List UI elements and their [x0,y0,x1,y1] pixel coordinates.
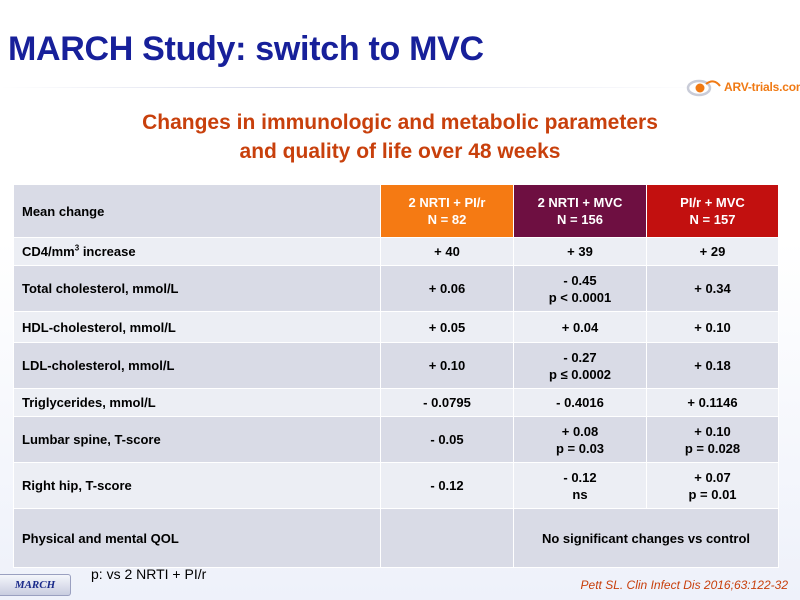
cell-arm-3: + 0.1146 [646,388,779,417]
table-row: Physical and mental QOL No significant c… [13,508,779,568]
row-label: Right hip, T-score [13,462,381,509]
row-label: LDL-cholesterol, mmol/L [13,342,381,389]
cell-arm-1: + 40 [380,237,514,266]
cell-arm-1 [380,508,514,568]
row-label: Total cholesterol, mmol/L [13,265,381,312]
cell-arm-3: + 0.07 p = 0.01 [646,462,779,509]
subtitle-line-2: and quality of life over 48 weeks [239,140,561,163]
logo-text: ARV-trials.com [724,80,800,94]
cell-arm-1: + 0.06 [380,265,514,312]
cell-arm-2: + 0.04 [513,311,647,343]
arm-2-name: 2 NRTI + MVC [537,195,623,210]
logo-swirl-icon [686,79,721,97]
cell-arm-2: - 0.27 p ≤ 0.0002 [513,342,647,389]
cell-arm-2: + 0.08 p = 0.03 [513,416,647,463]
slide-subtitle: Changes in immunologic and metabolic par… [0,108,800,166]
study-tag: MARCH [0,574,71,596]
arv-trials-logo: ARV-trials.com [686,76,800,98]
cell-arm-2: - 0.4016 [513,388,647,417]
results-table: Mean change 2 NRTI + PI/r N = 82 2 NRTI … [13,184,779,568]
table-row: Lumbar spine, T-score - 0.05 + 0.08 p = 0… [13,416,779,463]
cell-arm-1: + 0.05 [380,311,514,343]
table-header-row: Mean change 2 NRTI + PI/r N = 82 2 NRTI … [13,184,779,238]
cell-arm-1: - 0.05 [380,416,514,463]
title-divider [0,87,710,88]
cell-arm-1: - 0.12 [380,462,514,509]
arm-3-n: N = 157 [689,212,736,227]
header-label: Mean change [13,184,381,238]
cell-arm-2: - 0.12 ns [513,462,647,509]
table-row: HDL-cholesterol, mmol/L + 0.05 + 0.04 + … [13,311,779,343]
cell-arm-3: + 0.10 p = 0.028 [646,416,779,463]
subtitle-line-1: Changes in immunologic and metabolic par… [142,111,658,134]
footnote: p: vs 2 NRTI + PI/r [91,566,207,582]
table-row: Triglycerides, mmol/L - 0.0795 - 0.4016 … [13,388,779,417]
table-row: LDL-cholesterol, mmol/L + 0.10 - 0.27 p ≤… [13,342,779,389]
cell-arm-3: + 0.10 [646,311,779,343]
header-arm-1: 2 NRTI + PI/r N = 82 [380,184,514,238]
header-arm-3: PI/r + MVC N = 157 [646,184,779,238]
study-tag-label: MARCH [14,579,56,591]
slide-title: MARCH Study: switch to MVC [8,30,484,68]
arm-1-n: N = 82 [427,212,467,227]
cell-arm-2: + 39 [513,237,647,266]
cell-arm-1: + 0.10 [380,342,514,389]
arm-3-name: PI/r + MVC [680,195,745,210]
arm-1-name: 2 NRTI + PI/r [408,195,486,210]
row-label: CD4/mm3 increase [13,237,381,266]
row-label: Physical and mental QOL [13,508,381,568]
cell-arm-3: + 0.18 [646,342,779,389]
table-row: Total cholesterol, mmol/L + 0.06 - 0.45 p… [13,265,779,312]
cell-arm-1: - 0.0795 [380,388,514,417]
cell-arm-2: - 0.45 p < 0.0001 [513,265,647,312]
table-row: CD4/mm3 increase + 40 + 39 + 29 [13,237,779,266]
table-row: Right hip, T-score - 0.12 - 0.12 ns + 0.0… [13,462,779,509]
header-arm-2: 2 NRTI + MVC N = 156 [513,184,647,238]
citation: Pett SL. Clin Infect Dis 2016;63:122-32 [580,578,788,592]
cell-arm-3: + 0.34 [646,265,779,312]
cell-arm-3: + 29 [646,237,779,266]
cell-arms-2-3: No significant changes vs control [513,508,779,568]
row-label: Triglycerides, mmol/L [13,388,381,417]
arm-2-n: N = 156 [557,212,603,227]
row-label: Lumbar spine, T-score [13,416,381,463]
row-label: HDL-cholesterol, mmol/L [13,311,381,343]
